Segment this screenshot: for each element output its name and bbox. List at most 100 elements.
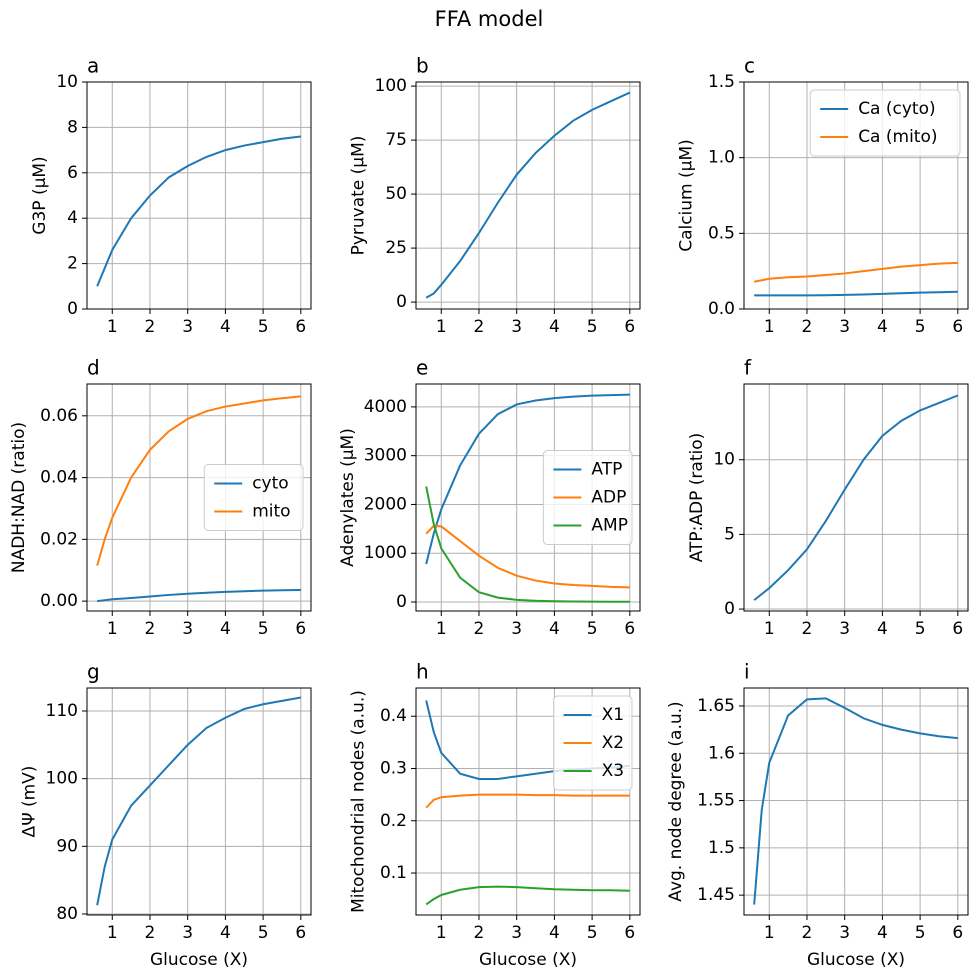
y-tick-label: 4 bbox=[67, 208, 78, 228]
y-tick-label: 100 bbox=[46, 769, 78, 789]
y-axis-label: Pyruvate (μM) bbox=[349, 136, 369, 256]
x-tick-label: 2 bbox=[474, 317, 485, 337]
data-line bbox=[753, 261, 958, 283]
x-tick-label: 2 bbox=[802, 619, 813, 639]
data-line bbox=[425, 793, 630, 809]
data-line bbox=[753, 697, 958, 905]
x-tick-label: 3 bbox=[511, 317, 522, 337]
x-tick-label: 2 bbox=[145, 923, 156, 943]
legend: cyto mito bbox=[203, 464, 304, 531]
subplot: 1 2 3 4 5 6 0 1000 2000 3000 4000 e Adenylates (μM) A… bbox=[338, 356, 641, 639]
data-line bbox=[753, 394, 959, 601]
y-tick-label: 1000 bbox=[364, 543, 407, 563]
plot-area bbox=[753, 394, 959, 601]
y-tick-label: 0.1 bbox=[380, 863, 407, 883]
data-line bbox=[96, 135, 301, 287]
axes-frame bbox=[743, 81, 969, 310]
x-tick-label: 2 bbox=[145, 619, 156, 639]
data-line bbox=[425, 486, 630, 603]
x-tick-label: 4 bbox=[549, 619, 560, 639]
data-line bbox=[425, 885, 630, 906]
plot-area bbox=[96, 395, 301, 603]
y-tick-label: 10 bbox=[713, 450, 735, 470]
legend-label: Ca (cyto) bbox=[858, 99, 935, 119]
data-line bbox=[754, 290, 958, 297]
y-tick-label: 0 bbox=[396, 292, 407, 312]
y-tick-label: 25 bbox=[385, 238, 407, 258]
x-tick-label: 3 bbox=[182, 619, 193, 639]
legend-label: cyto bbox=[252, 474, 288, 494]
plot-area bbox=[96, 696, 301, 906]
x-tick-label: 6 bbox=[952, 619, 963, 639]
y-tick-label: 1.65 bbox=[697, 696, 735, 716]
x-tick-label: 5 bbox=[258, 317, 269, 337]
plot-area bbox=[753, 261, 958, 297]
y-tick-label: 0 bbox=[396, 592, 407, 612]
x-tick-label: 4 bbox=[220, 317, 231, 337]
axes-frame bbox=[86, 81, 312, 310]
subplot: 1 2 3 4 5 6 0.1 0.2 0.3 0.4 h Mitochondrial nodes (… bbox=[349, 660, 641, 970]
data-line bbox=[425, 524, 630, 589]
x-tick-label: 3 bbox=[839, 619, 850, 639]
data-line bbox=[425, 393, 630, 565]
x-tick-label: 6 bbox=[295, 923, 306, 943]
y-axis-label: ΔΨ (mV) bbox=[20, 766, 40, 838]
x-tick-label: 6 bbox=[624, 923, 635, 943]
x-tick-label: 5 bbox=[915, 317, 926, 337]
axes-frame bbox=[86, 383, 312, 612]
y-tick-label: 1.5 bbox=[708, 838, 735, 858]
y-tick-label: 0.02 bbox=[40, 529, 78, 549]
y-tick-label: 0 bbox=[724, 599, 735, 619]
x-tick-label: 6 bbox=[952, 317, 963, 337]
x-tick-label: 4 bbox=[877, 923, 888, 943]
legend: X1 X2 X3 bbox=[553, 695, 633, 791]
subplot-title: e bbox=[416, 356, 428, 380]
subplot-title: d bbox=[87, 356, 100, 380]
y-tick-label: 100 bbox=[375, 76, 407, 96]
legend-label: AMP bbox=[591, 516, 628, 536]
y-tick-label: 10 bbox=[56, 72, 78, 92]
subplot-title: b bbox=[416, 54, 429, 78]
x-tick-label: 2 bbox=[145, 317, 156, 337]
legend: ATP ADP AMP bbox=[542, 450, 633, 545]
plot-area bbox=[425, 393, 630, 603]
x-tick-label: 4 bbox=[220, 923, 231, 943]
legend-label: Ca (mito) bbox=[858, 127, 937, 147]
y-tick-label: 0.2 bbox=[380, 811, 407, 831]
x-tick-label: 5 bbox=[258, 619, 269, 639]
x-axis-label: Glucose (X) bbox=[479, 950, 577, 970]
subplot: 1 2 3 4 5 6 0 5 10 f ATP:ADP (ratio) bbox=[687, 356, 969, 639]
y-tick-label: 110 bbox=[46, 701, 78, 721]
y-tick-label: 0.0 bbox=[708, 299, 735, 319]
legend-box bbox=[553, 695, 633, 791]
x-tick-label: 5 bbox=[587, 923, 598, 943]
y-tick-label: 1.45 bbox=[697, 885, 735, 905]
y-tick-label: 0.5 bbox=[708, 223, 735, 243]
axes-frame bbox=[743, 687, 969, 916]
legend-label: ADP bbox=[591, 488, 626, 508]
x-tick-label: 3 bbox=[182, 923, 193, 943]
x-tick-label: 4 bbox=[877, 619, 888, 639]
y-tick-label: 1.0 bbox=[708, 148, 735, 168]
axes-frame bbox=[415, 81, 641, 310]
x-tick-label: 3 bbox=[839, 317, 850, 337]
figure-title: FFA model bbox=[435, 7, 544, 31]
y-tick-label: 0 bbox=[67, 299, 78, 319]
x-tick-label: 3 bbox=[511, 619, 522, 639]
x-tick-label: 1 bbox=[436, 317, 447, 337]
x-tick-label: 1 bbox=[436, 619, 447, 639]
plot-area bbox=[425, 91, 631, 299]
legend-label: X3 bbox=[602, 761, 624, 781]
subplot-title: g bbox=[87, 660, 100, 684]
x-tick-label: 4 bbox=[220, 619, 231, 639]
axes-frame bbox=[415, 383, 641, 612]
x-tick-label: 1 bbox=[764, 317, 775, 337]
subplot-title: f bbox=[744, 356, 752, 380]
x-tick-label: 6 bbox=[295, 317, 306, 337]
x-tick-label: 4 bbox=[877, 317, 888, 337]
y-tick-label: 90 bbox=[56, 836, 78, 856]
x-tick-label: 1 bbox=[436, 923, 447, 943]
y-tick-label: 0.06 bbox=[40, 406, 78, 426]
x-tick-label: 1 bbox=[107, 317, 118, 337]
x-axis-label: Glucose (X) bbox=[807, 950, 905, 970]
